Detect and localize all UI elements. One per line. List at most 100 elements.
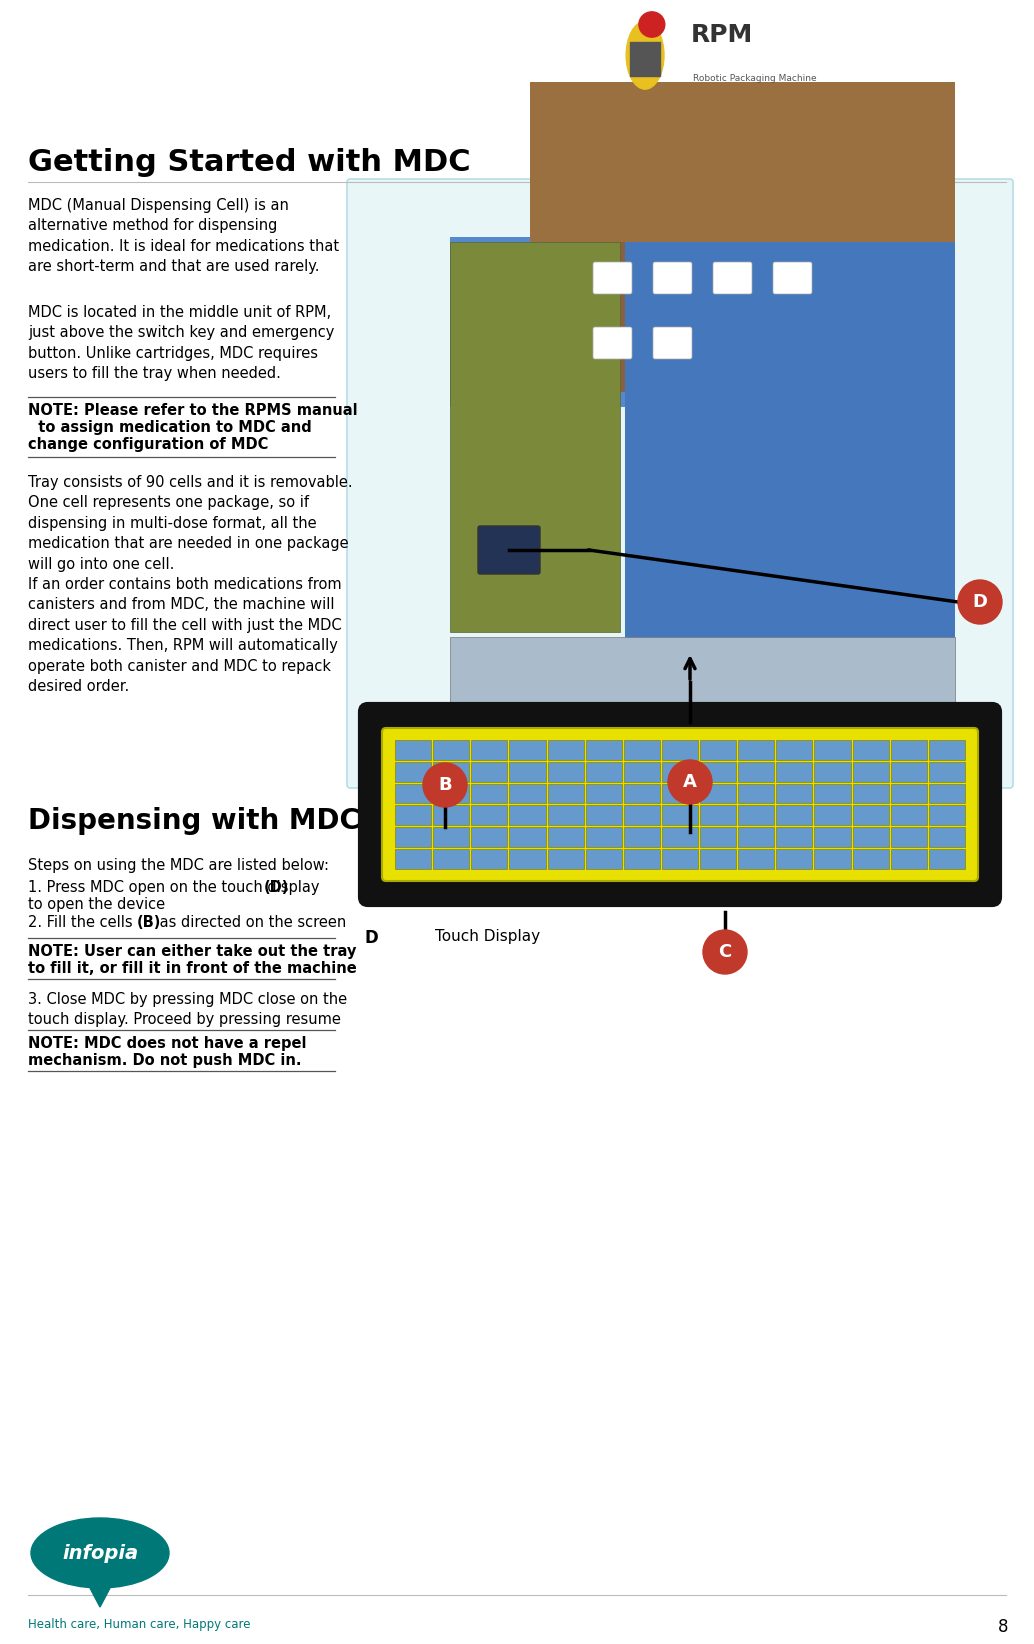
Text: to assign medication to MDC and: to assign medication to MDC and bbox=[28, 419, 311, 436]
FancyBboxPatch shape bbox=[433, 850, 469, 870]
Text: Dispensing with MDC: Dispensing with MDC bbox=[28, 807, 360, 835]
Text: infopia: infopia bbox=[62, 1544, 139, 1562]
FancyBboxPatch shape bbox=[395, 850, 431, 870]
Ellipse shape bbox=[627, 21, 664, 89]
FancyBboxPatch shape bbox=[929, 740, 965, 760]
FancyBboxPatch shape bbox=[662, 806, 698, 825]
Text: D: D bbox=[365, 929, 378, 947]
FancyBboxPatch shape bbox=[700, 784, 736, 804]
FancyBboxPatch shape bbox=[777, 850, 813, 870]
Text: RPM: RPM bbox=[691, 23, 753, 48]
Circle shape bbox=[668, 760, 712, 804]
Text: 1. Press MDC open on the touch display: 1. Press MDC open on the touch display bbox=[28, 880, 324, 894]
FancyBboxPatch shape bbox=[472, 740, 508, 760]
FancyBboxPatch shape bbox=[347, 179, 1013, 787]
Text: to fill it, or fill it in front of the machine: to fill it, or fill it in front of the m… bbox=[28, 962, 357, 977]
FancyBboxPatch shape bbox=[853, 806, 889, 825]
FancyBboxPatch shape bbox=[548, 827, 583, 847]
FancyBboxPatch shape bbox=[510, 740, 546, 760]
FancyBboxPatch shape bbox=[624, 806, 660, 825]
FancyBboxPatch shape bbox=[815, 740, 851, 760]
FancyBboxPatch shape bbox=[360, 704, 1000, 904]
Text: 3. Close MDC by pressing MDC close on the
touch display. Proceed by pressing res: 3. Close MDC by pressing MDC close on th… bbox=[28, 991, 347, 1028]
FancyBboxPatch shape bbox=[510, 761, 546, 781]
Text: Steps on using the MDC are listed below:: Steps on using the MDC are listed below: bbox=[28, 858, 329, 873]
FancyBboxPatch shape bbox=[777, 806, 813, 825]
Text: A: A bbox=[365, 815, 377, 834]
FancyBboxPatch shape bbox=[450, 242, 620, 631]
FancyBboxPatch shape bbox=[738, 740, 774, 760]
FancyBboxPatch shape bbox=[548, 784, 583, 804]
FancyBboxPatch shape bbox=[395, 827, 431, 847]
FancyBboxPatch shape bbox=[662, 850, 698, 870]
Text: C: C bbox=[719, 944, 732, 962]
Text: NOTE: User can either take out the tray: NOTE: User can either take out the tray bbox=[28, 944, 357, 958]
FancyBboxPatch shape bbox=[585, 740, 621, 760]
FancyBboxPatch shape bbox=[624, 784, 660, 804]
FancyBboxPatch shape bbox=[624, 740, 660, 760]
Text: Cell (x90): Cell (x90) bbox=[435, 891, 509, 906]
FancyBboxPatch shape bbox=[395, 740, 431, 760]
FancyBboxPatch shape bbox=[450, 237, 955, 408]
Text: as directed on the screen: as directed on the screen bbox=[155, 916, 346, 931]
FancyBboxPatch shape bbox=[472, 806, 508, 825]
FancyBboxPatch shape bbox=[624, 827, 660, 847]
Text: NOTE: MDC does not have a repel: NOTE: MDC does not have a repel bbox=[28, 1036, 306, 1051]
FancyBboxPatch shape bbox=[472, 827, 508, 847]
FancyBboxPatch shape bbox=[853, 784, 889, 804]
FancyBboxPatch shape bbox=[853, 827, 889, 847]
Circle shape bbox=[957, 580, 1002, 625]
FancyBboxPatch shape bbox=[433, 827, 469, 847]
FancyBboxPatch shape bbox=[777, 827, 813, 847]
FancyBboxPatch shape bbox=[472, 850, 508, 870]
FancyBboxPatch shape bbox=[815, 850, 851, 870]
FancyBboxPatch shape bbox=[624, 850, 660, 870]
FancyBboxPatch shape bbox=[550, 242, 955, 391]
FancyBboxPatch shape bbox=[777, 740, 813, 760]
FancyBboxPatch shape bbox=[662, 740, 698, 760]
Text: D: D bbox=[973, 593, 987, 612]
FancyBboxPatch shape bbox=[738, 827, 774, 847]
FancyBboxPatch shape bbox=[700, 850, 736, 870]
Text: change configuration of MDC: change configuration of MDC bbox=[28, 437, 269, 452]
FancyBboxPatch shape bbox=[395, 784, 431, 804]
FancyBboxPatch shape bbox=[594, 327, 632, 358]
Text: MDC (Manual Dispensing Cell) is an
alternative method for dispensing
medication.: MDC (Manual Dispensing Cell) is an alter… bbox=[28, 197, 339, 275]
FancyBboxPatch shape bbox=[548, 850, 583, 870]
FancyBboxPatch shape bbox=[777, 761, 813, 781]
FancyBboxPatch shape bbox=[662, 827, 698, 847]
FancyBboxPatch shape bbox=[815, 827, 851, 847]
FancyBboxPatch shape bbox=[395, 761, 431, 781]
Text: If an order contains both medications from
canisters and from MDC, the machine w: If an order contains both medications fr… bbox=[28, 577, 341, 694]
FancyBboxPatch shape bbox=[853, 850, 889, 870]
FancyBboxPatch shape bbox=[624, 761, 660, 781]
FancyBboxPatch shape bbox=[929, 850, 965, 870]
Circle shape bbox=[703, 931, 747, 973]
Text: NOTE: Please refer to the RPMS manual: NOTE: Please refer to the RPMS manual bbox=[28, 403, 358, 418]
FancyBboxPatch shape bbox=[929, 761, 965, 781]
FancyBboxPatch shape bbox=[548, 761, 583, 781]
FancyBboxPatch shape bbox=[773, 261, 812, 294]
FancyBboxPatch shape bbox=[700, 740, 736, 760]
Text: MDC Tray: MDC Tray bbox=[435, 815, 508, 830]
FancyBboxPatch shape bbox=[662, 761, 698, 781]
FancyBboxPatch shape bbox=[815, 784, 851, 804]
FancyBboxPatch shape bbox=[594, 261, 632, 294]
FancyBboxPatch shape bbox=[700, 806, 736, 825]
FancyBboxPatch shape bbox=[700, 827, 736, 847]
Text: Getting Started with MDC: Getting Started with MDC bbox=[28, 148, 470, 178]
Text: (D): (D) bbox=[264, 880, 290, 894]
FancyBboxPatch shape bbox=[853, 740, 889, 760]
FancyBboxPatch shape bbox=[929, 806, 965, 825]
Text: MDC Tray: MDC Tray bbox=[435, 853, 508, 868]
FancyBboxPatch shape bbox=[738, 761, 774, 781]
Text: MDC is located in the middle unit of RPM,
just above the switch key and emergenc: MDC is located in the middle unit of RPM… bbox=[28, 306, 334, 381]
FancyBboxPatch shape bbox=[777, 784, 813, 804]
FancyBboxPatch shape bbox=[548, 806, 583, 825]
Ellipse shape bbox=[639, 12, 665, 38]
Ellipse shape bbox=[31, 1517, 169, 1588]
FancyBboxPatch shape bbox=[585, 827, 621, 847]
FancyBboxPatch shape bbox=[585, 761, 621, 781]
FancyBboxPatch shape bbox=[472, 761, 508, 781]
FancyBboxPatch shape bbox=[585, 850, 621, 870]
